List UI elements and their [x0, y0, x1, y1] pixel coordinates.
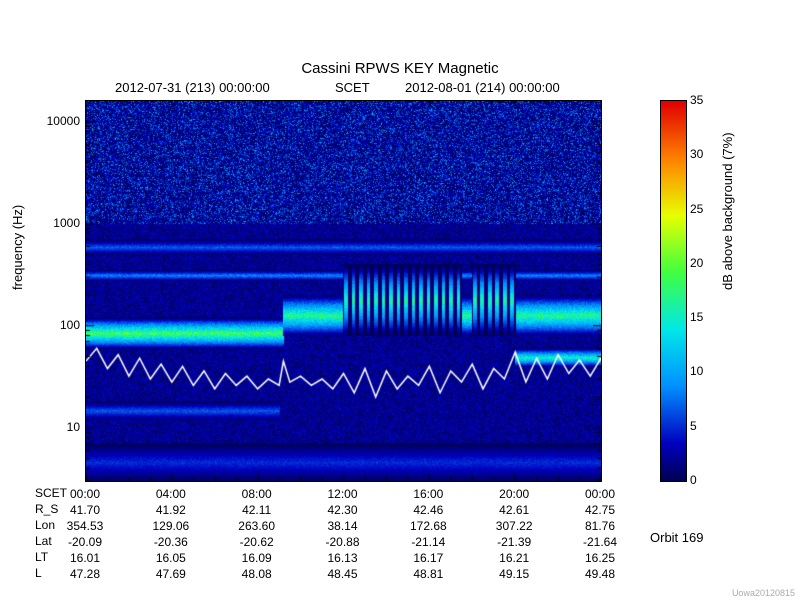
ephemeris-value: 48.81 — [393, 566, 463, 582]
ephemeris-value: 16.17 — [393, 550, 463, 566]
colorbar-tick: 5 — [690, 419, 697, 433]
colorbar-tick: 25 — [690, 202, 703, 216]
ephemeris-value: 172.68 — [393, 518, 463, 534]
ephemeris-row-label: LT — [35, 550, 48, 564]
colorbar-tick: 15 — [690, 310, 703, 324]
ephemeris-value: 20:00 — [479, 486, 549, 502]
ephemeris-value: -20.09 — [50, 534, 120, 550]
ephemeris-value: 04:00 — [136, 486, 206, 502]
ephemeris-value: 00:00 — [565, 486, 635, 502]
ephemeris-value: 16.25 — [565, 550, 635, 566]
ephemeris-value: 00:00 — [50, 486, 120, 502]
ephemeris-value: -20.36 — [136, 534, 206, 550]
chart-title: Cassini RPWS KEY Magnetic — [301, 60, 498, 77]
colorbar — [660, 100, 687, 482]
ephemeris-value: 48.45 — [308, 566, 378, 582]
y-tick: 100 — [30, 318, 80, 332]
colorbar-canvas — [661, 101, 686, 481]
y-tick: 1000 — [30, 216, 80, 230]
colorbar-tick: 10 — [690, 364, 703, 378]
ephemeris-value: 16:00 — [393, 486, 463, 502]
ephemeris-value: 42.11 — [222, 502, 292, 518]
ephemeris-value: 47.69 — [136, 566, 206, 582]
ephemeris-value: 16.05 — [136, 550, 206, 566]
ephemeris-value: 16.01 — [50, 550, 120, 566]
ephemeris-value: 16.21 — [479, 550, 549, 566]
ephemeris-value: -20.62 — [222, 534, 292, 550]
footer-text: Uowa20120815 — [732, 588, 795, 598]
ephemeris-value: 41.92 — [136, 502, 206, 518]
colorbar-tick: 30 — [690, 147, 703, 161]
ephemeris-value: 42.46 — [393, 502, 463, 518]
subtitle-right: 2012-08-01 (214) 00:00:00 — [405, 80, 560, 95]
ephemeris-value: 42.75 — [565, 502, 635, 518]
ephemeris-value: -21.14 — [393, 534, 463, 550]
ephemeris-value: 08:00 — [222, 486, 292, 502]
ephemeris-row-label: L — [35, 566, 42, 580]
subtitle-left: 2012-07-31 (213) 00:00:00 — [115, 80, 270, 95]
ephemeris-value: 42.61 — [479, 502, 549, 518]
spectrogram-canvas — [86, 101, 601, 481]
ephemeris-value: -21.39 — [479, 534, 549, 550]
colorbar-tick: 35 — [690, 93, 703, 107]
orbit-text: Orbit 169 — [650, 530, 703, 545]
y-tick: 10000 — [30, 114, 80, 128]
ephemeris-value: 49.15 — [479, 566, 549, 582]
ephemeris-value: -21.64 — [565, 534, 635, 550]
ephemeris-value: 47.28 — [50, 566, 120, 582]
ephemeris-value: 42.30 — [308, 502, 378, 518]
colorbar-label: dB above background (7%) — [720, 132, 735, 290]
ephemeris-value: 12:00 — [308, 486, 378, 502]
y-tick: 10 — [30, 420, 80, 434]
ephemeris-value: 41.70 — [50, 502, 120, 518]
colorbar-tick: 0 — [690, 473, 697, 487]
subtitle-mid: SCET — [335, 80, 370, 95]
ephemeris-value: 81.76 — [565, 518, 635, 534]
ephemeris-value: 129.06 — [136, 518, 206, 534]
ephemeris-value: 16.13 — [308, 550, 378, 566]
ephemeris-value: 49.48 — [565, 566, 635, 582]
colorbar-tick: 20 — [690, 256, 703, 270]
ephemeris-value: 307.22 — [479, 518, 549, 534]
spectrogram-plot — [85, 100, 602, 482]
ephemeris-value: 38.14 — [308, 518, 378, 534]
ephemeris-value: -20.88 — [308, 534, 378, 550]
ephemeris-value: 16.09 — [222, 550, 292, 566]
ephemeris-value: 354.53 — [50, 518, 120, 534]
y-axis-label: frequency (Hz) — [10, 205, 25, 290]
ephemeris-value: 263.60 — [222, 518, 292, 534]
ephemeris-value: 48.08 — [222, 566, 292, 582]
